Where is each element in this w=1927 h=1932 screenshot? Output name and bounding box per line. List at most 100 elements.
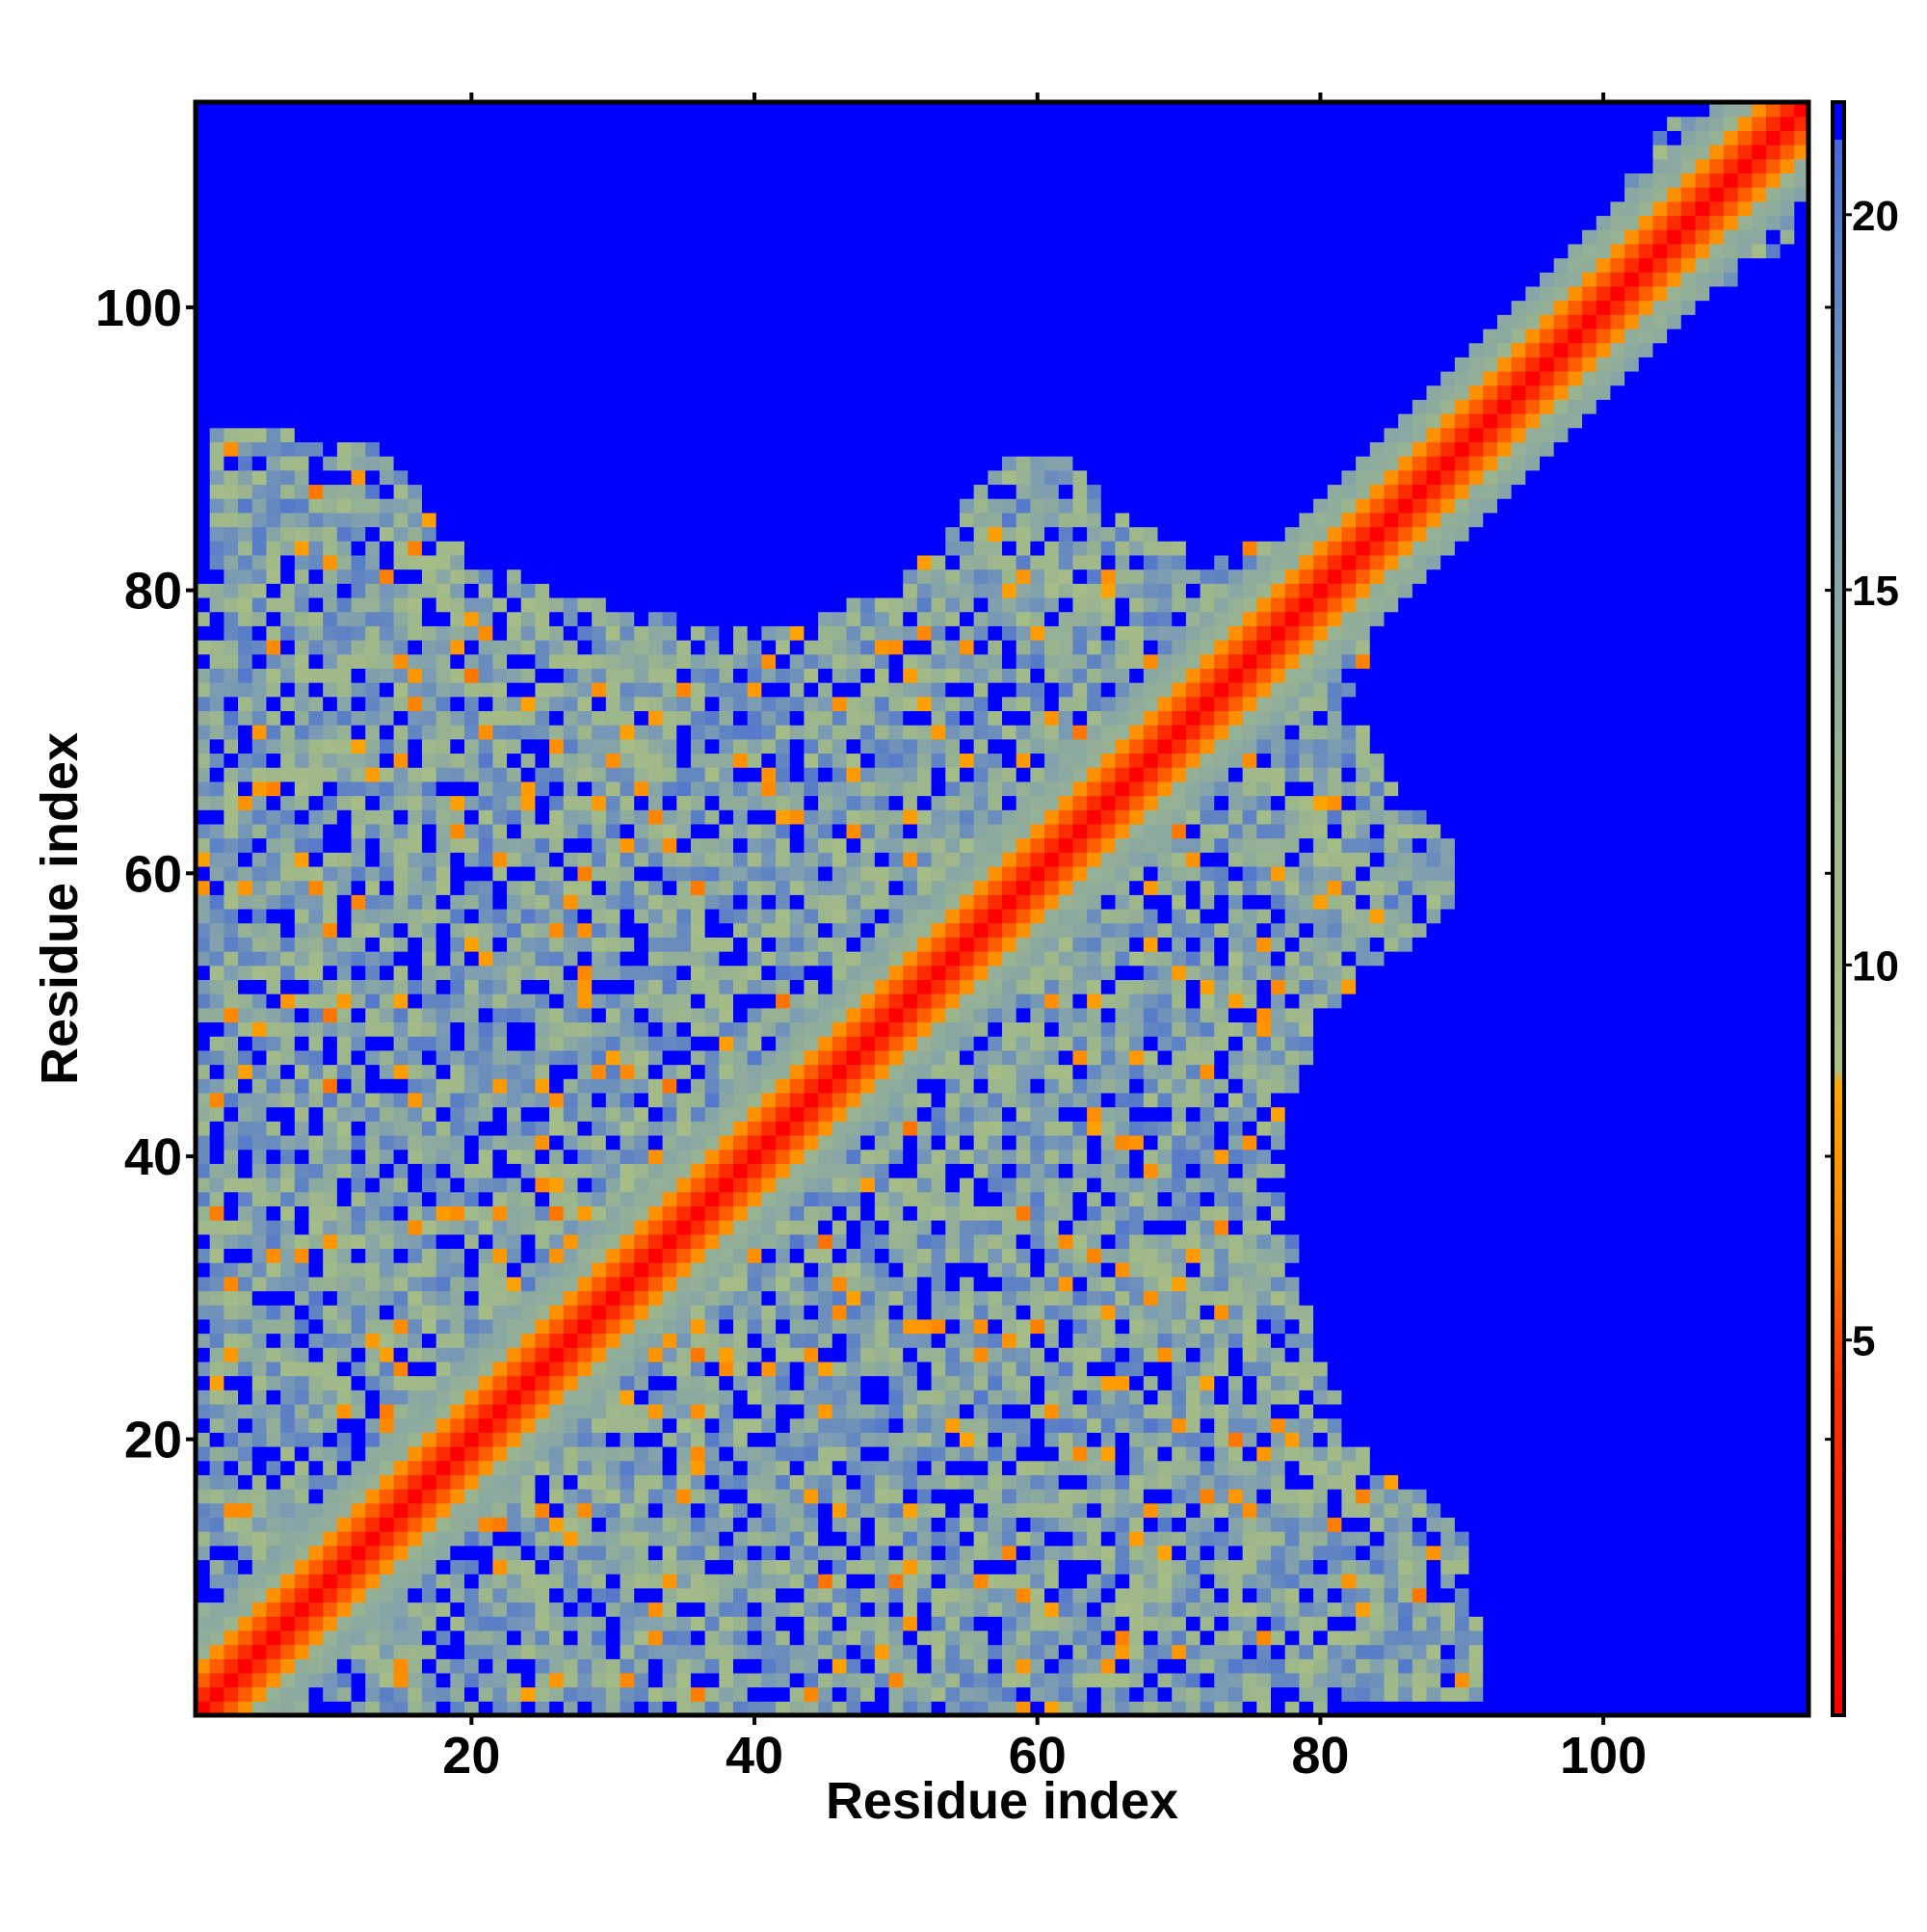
heatmap-cell bbox=[592, 1134, 607, 1151]
heatmap-cell bbox=[620, 1601, 635, 1617]
heatmap-cell bbox=[520, 1489, 537, 1504]
heatmap-cell bbox=[1129, 1149, 1145, 1164]
heatmap-cell bbox=[251, 1701, 268, 1715]
heatmap-cell bbox=[1440, 1290, 1456, 1306]
heatmap-cell bbox=[1185, 1574, 1201, 1589]
heatmap-cell bbox=[1440, 1121, 1456, 1136]
heatmap-cell bbox=[620, 1559, 635, 1575]
heatmap-cell bbox=[1582, 1389, 1597, 1405]
heatmap-cell bbox=[294, 1233, 310, 1250]
heatmap-cell bbox=[1765, 1361, 1782, 1377]
heatmap-cell bbox=[336, 1347, 353, 1363]
heatmap-cell bbox=[1426, 1672, 1441, 1688]
heatmap-cell bbox=[1596, 1616, 1612, 1631]
heatmap-cell bbox=[1284, 1502, 1300, 1519]
heatmap-cell bbox=[1723, 1347, 1739, 1363]
heatmap-cell bbox=[1496, 1474, 1513, 1490]
heatmap-cell bbox=[1341, 1658, 1357, 1674]
heatmap-cell bbox=[492, 1389, 508, 1405]
heatmap-cell bbox=[224, 1545, 239, 1561]
heatmap-cell bbox=[1100, 1149, 1117, 1164]
heatmap-cell bbox=[238, 1686, 253, 1702]
heatmap-cell bbox=[888, 1587, 904, 1603]
heatmap-cell bbox=[294, 1432, 310, 1447]
heatmap-cell bbox=[1525, 1686, 1541, 1702]
heatmap-cell bbox=[761, 1205, 777, 1221]
heatmap-cell bbox=[945, 1574, 961, 1589]
heatmap-cell bbox=[704, 1432, 720, 1447]
heatmap-cell bbox=[379, 1305, 395, 1320]
heatmap-cell bbox=[1525, 1701, 1541, 1715]
heatmap-cell bbox=[1540, 1178, 1555, 1193]
heatmap-cell bbox=[1752, 1531, 1767, 1547]
heatmap-cell bbox=[1624, 1134, 1640, 1151]
heatmap-cell bbox=[1327, 1531, 1343, 1547]
heatmap-cell bbox=[464, 1559, 480, 1575]
heatmap-cell bbox=[1227, 1629, 1244, 1646]
heatmap-cell bbox=[1129, 1262, 1145, 1278]
heatmap-cell bbox=[1398, 1389, 1413, 1405]
heatmap-cell bbox=[421, 1375, 437, 1390]
heatmap-cell bbox=[1157, 1389, 1173, 1405]
heatmap-cell bbox=[1002, 1403, 1017, 1419]
heatmap-cell bbox=[592, 1233, 607, 1250]
heatmap-cell bbox=[379, 1517, 395, 1532]
heatmap-cell bbox=[776, 1205, 791, 1221]
heatmap-cell bbox=[1341, 1361, 1357, 1377]
heatmap-cell bbox=[620, 1276, 635, 1292]
heatmap-cell bbox=[1284, 1305, 1300, 1320]
heatmap-cell bbox=[1044, 1233, 1060, 1250]
heatmap-cell bbox=[1256, 1233, 1272, 1250]
heatmap-cell bbox=[605, 1672, 621, 1688]
heatmap-cell bbox=[1680, 1134, 1697, 1151]
heatmap-cell bbox=[1030, 1545, 1045, 1561]
heatmap-cell bbox=[1582, 1233, 1597, 1250]
heatmap-cell bbox=[351, 1163, 366, 1178]
heatmap-cell bbox=[1426, 1531, 1441, 1547]
heatmap-cell bbox=[903, 1417, 918, 1433]
heatmap-cell bbox=[577, 1502, 593, 1519]
heatmap-cell bbox=[605, 1191, 621, 1206]
heatmap-cell bbox=[450, 1559, 465, 1575]
heatmap-cell bbox=[1398, 1163, 1413, 1178]
heatmap-cell bbox=[1540, 1672, 1555, 1688]
heatmap-cell bbox=[1794, 1545, 1808, 1561]
heatmap-cell bbox=[1737, 1517, 1753, 1532]
heatmap-cell bbox=[507, 1474, 522, 1490]
heatmap-cell bbox=[1100, 1629, 1117, 1646]
heatmap-cell bbox=[351, 1644, 366, 1659]
heatmap-cell bbox=[1016, 1432, 1031, 1447]
heatmap-cell bbox=[846, 1163, 861, 1178]
heatmap-cell bbox=[1214, 1701, 1229, 1715]
heatmap-cell bbox=[520, 1701, 537, 1715]
heatmap-cell bbox=[1454, 1134, 1470, 1151]
heatmap-cell bbox=[1553, 1672, 1569, 1688]
heatmap-cell bbox=[1652, 1403, 1668, 1419]
heatmap-cell bbox=[1780, 1248, 1795, 1263]
heatmap-cell bbox=[1100, 1134, 1117, 1151]
heatmap-cell bbox=[478, 1121, 493, 1136]
heatmap-cell bbox=[973, 1616, 989, 1631]
heatmap-cell bbox=[1426, 1205, 1441, 1221]
heatmap-cell bbox=[776, 1347, 791, 1363]
heatmap-cell bbox=[1072, 1149, 1088, 1164]
heatmap-cell bbox=[308, 1446, 324, 1462]
heatmap-cell bbox=[464, 1517, 480, 1532]
heatmap-cell bbox=[1582, 1432, 1597, 1447]
heatmap-cell bbox=[1214, 1417, 1229, 1433]
heatmap-cell bbox=[1256, 1446, 1272, 1462]
heatmap-cell bbox=[365, 1489, 381, 1504]
heatmap-cell bbox=[1680, 1361, 1697, 1377]
heatmap-cell bbox=[988, 1389, 1003, 1405]
heatmap-cell bbox=[535, 1318, 550, 1335]
heatmap-cell bbox=[1525, 1163, 1541, 1178]
heatmap-cell bbox=[1624, 1375, 1640, 1390]
heatmap-cell bbox=[280, 1233, 296, 1250]
heatmap-cell bbox=[846, 1489, 861, 1504]
heatmap-cell bbox=[832, 1333, 848, 1348]
heatmap-cell bbox=[1624, 1389, 1640, 1405]
heatmap-cell bbox=[973, 1121, 989, 1136]
heatmap-cell bbox=[1652, 1333, 1668, 1348]
heatmap-cell bbox=[1227, 1616, 1244, 1631]
heatmap-cell bbox=[1200, 1121, 1215, 1136]
